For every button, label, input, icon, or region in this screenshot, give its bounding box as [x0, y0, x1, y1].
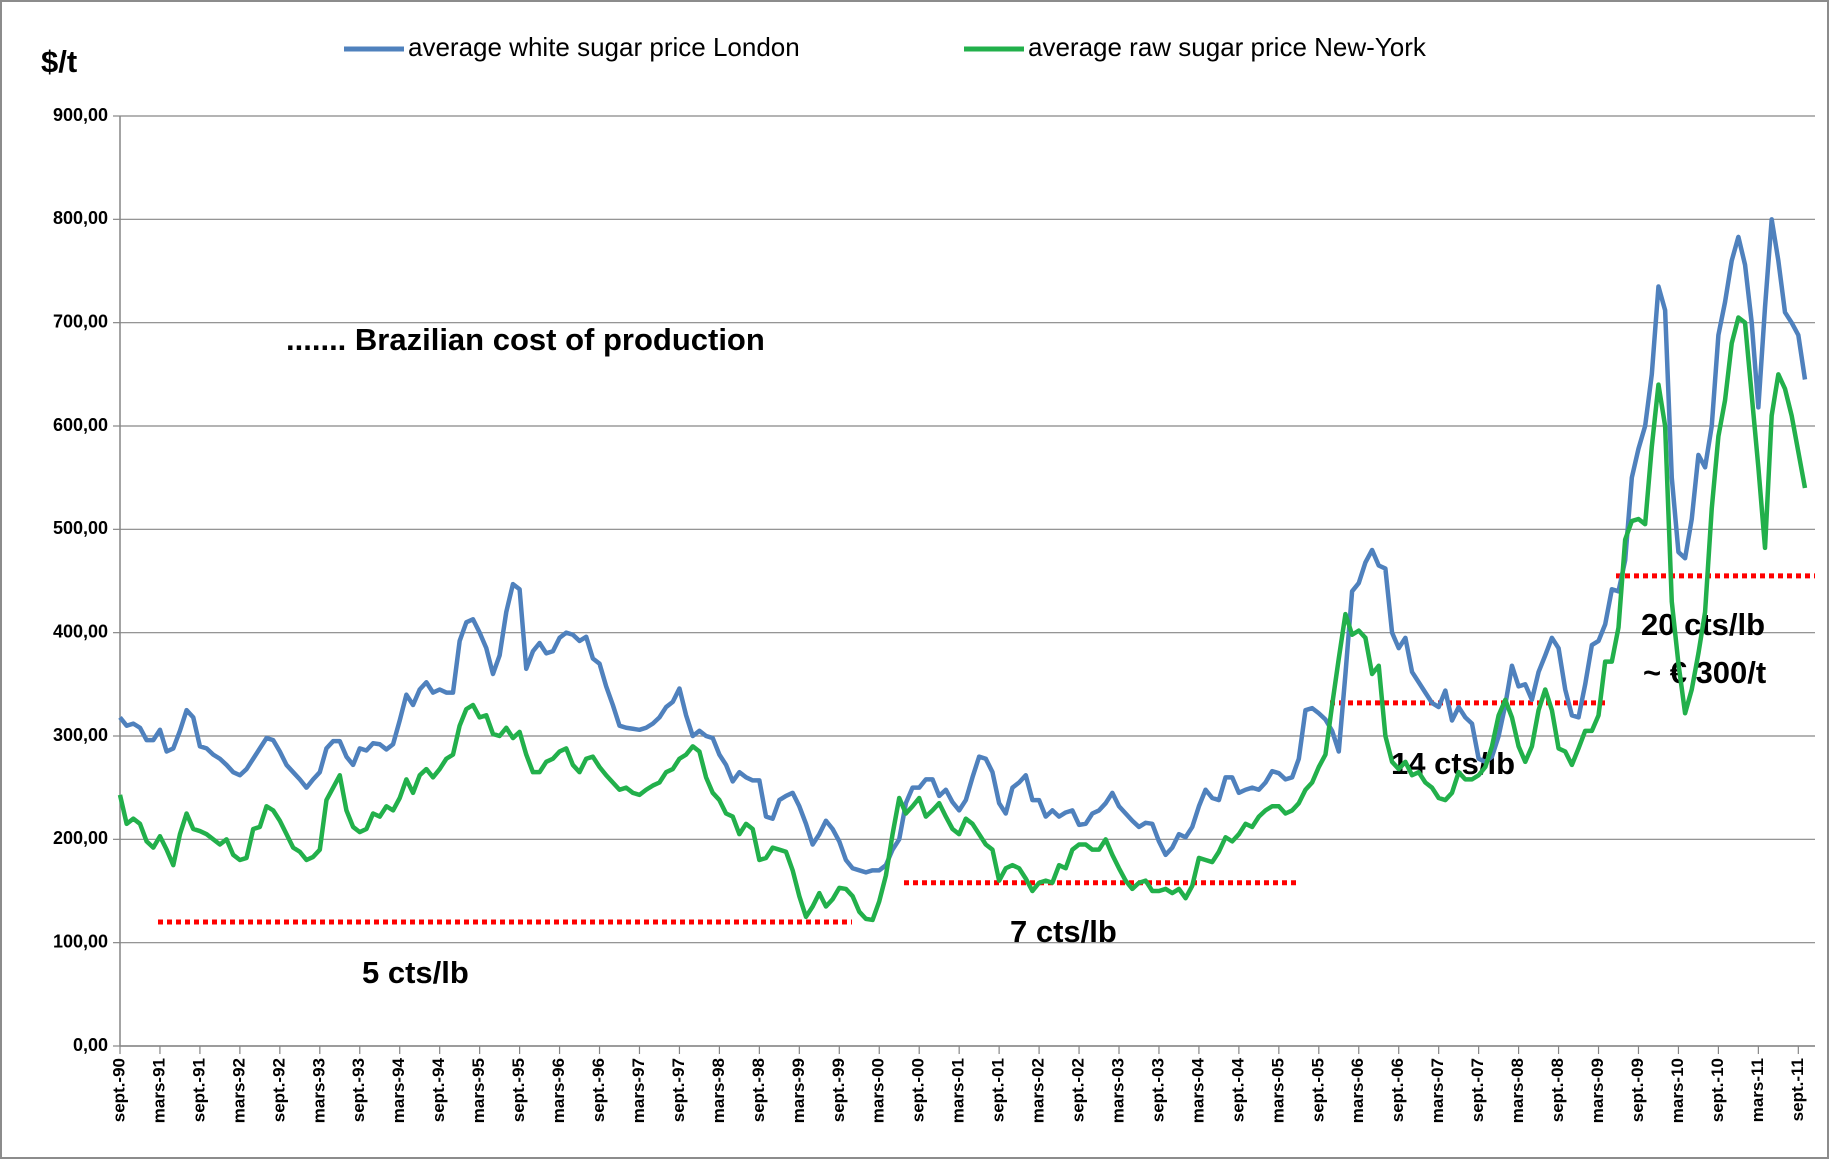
x-tick-label: sept.-91: [189, 1058, 208, 1122]
x-tick-label: sept.-10: [1708, 1058, 1727, 1122]
reference-label: 14 cts/lb: [1391, 746, 1515, 781]
x-tick-label: sept.-11: [1788, 1058, 1807, 1121]
x-tick-label: sept.-96: [589, 1058, 608, 1122]
x-tick-label: sept.-93: [349, 1058, 368, 1122]
x-tick-label: mars-91: [149, 1058, 168, 1123]
x-tick-label: mars-07: [1428, 1058, 1447, 1123]
x-tick-label: mars-03: [1108, 1058, 1127, 1123]
y-tick-label: 0,00: [73, 1035, 108, 1055]
x-tick-label: sept.-90: [109, 1058, 128, 1122]
x-tick-label: sept.-01: [989, 1058, 1008, 1122]
x-tick-label: mars-99: [789, 1058, 808, 1123]
x-tick-label: mars-06: [1348, 1058, 1367, 1123]
x-tick-label: mars-98: [709, 1058, 728, 1123]
reference-label: 7 cts/lb: [1010, 914, 1117, 949]
x-tick-label: sept.-02: [1069, 1058, 1088, 1122]
x-tick-label: mars-10: [1668, 1058, 1687, 1123]
x-tick-label: sept.-09: [1628, 1058, 1647, 1122]
y-tick-label: 900,00: [53, 105, 108, 125]
annotation: ....... Brazilian cost of production: [286, 322, 765, 357]
reference-label: 5 cts/lb: [362, 955, 469, 990]
x-tick-label: sept.-94: [429, 1057, 448, 1122]
y-tick-label: 400,00: [53, 621, 108, 641]
x-tick-label: sept.-05: [1308, 1058, 1327, 1122]
x-tick-label: sept.-07: [1468, 1058, 1487, 1122]
legend-label: average raw sugar price New-York: [1028, 32, 1427, 62]
x-tick-label: sept.-06: [1388, 1058, 1407, 1122]
x-tick-label: mars-08: [1508, 1058, 1527, 1123]
series-line: [117, 315, 1808, 923]
y-axis-label: $/t: [41, 44, 77, 79]
x-tick-label: sept.-92: [269, 1058, 288, 1122]
x-tick-label: mars-92: [229, 1058, 248, 1123]
x-tick-label: sept.-98: [749, 1058, 768, 1122]
y-tick-label: 800,00: [53, 208, 108, 228]
x-tick-label: mars-95: [469, 1058, 488, 1123]
y-tick-label: 700,00: [53, 311, 108, 331]
y-tick-label: 100,00: [53, 931, 108, 951]
x-tick-label: sept.-08: [1548, 1058, 1567, 1122]
y-tick-label: 300,00: [53, 725, 108, 745]
legend-label: average white sugar price London: [408, 32, 800, 62]
series-line: [118, 217, 1808, 875]
x-tick-label: mars-97: [629, 1058, 648, 1123]
x-tick-label: sept.-99: [829, 1058, 848, 1122]
x-tick-label: mars-96: [549, 1058, 568, 1123]
x-tick-label: sept.-04: [1228, 1057, 1247, 1122]
y-tick-label: 200,00: [53, 828, 108, 848]
y-tick-label: 500,00: [53, 518, 108, 538]
x-tick-label: mars-05: [1268, 1058, 1287, 1123]
y-tick-label: 600,00: [53, 415, 108, 435]
x-tick-label: mars-94: [389, 1057, 408, 1123]
x-tick-label: sept.-97: [669, 1058, 688, 1122]
x-tick-label: mars-93: [309, 1058, 328, 1123]
x-tick-label: sept.-03: [1148, 1058, 1167, 1122]
x-tick-label: mars-04: [1188, 1057, 1207, 1123]
x-tick-label: sept.-95: [509, 1058, 528, 1122]
x-tick-label: mars-00: [869, 1058, 888, 1123]
x-tick-label: sept.-00: [909, 1058, 928, 1122]
reference-note: ~ € 300/t: [1643, 655, 1766, 690]
x-tick-label: mars-02: [1029, 1058, 1048, 1123]
x-tick-label: mars-01: [949, 1058, 968, 1123]
x-tick-label: mars-11: [1748, 1058, 1767, 1122]
x-tick-label: mars-09: [1588, 1058, 1607, 1123]
